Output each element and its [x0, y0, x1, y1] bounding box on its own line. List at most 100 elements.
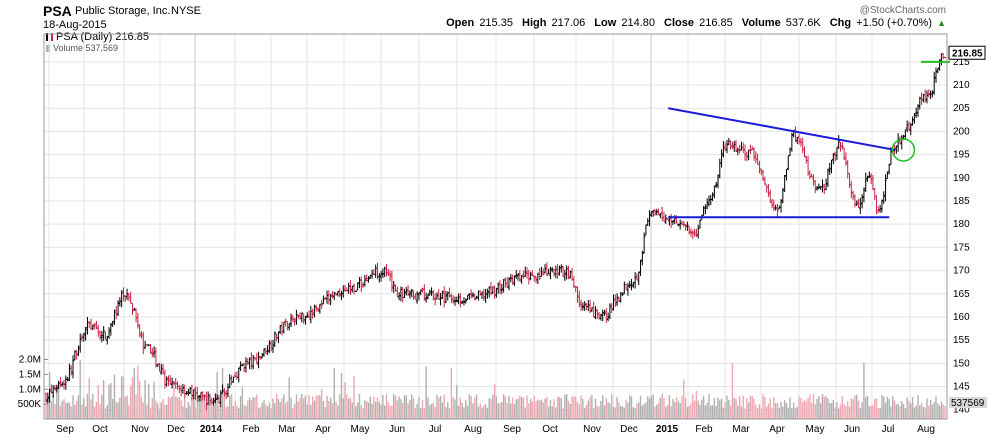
ohlc-bar [614, 294, 617, 307]
volume-bar [874, 398, 876, 419]
volume-bar [629, 395, 631, 419]
ohlc-bar [468, 293, 471, 300]
volume-bar [497, 403, 499, 419]
ohlc-bar [637, 271, 640, 285]
ohlc-bar [224, 390, 228, 399]
volume-bar [702, 395, 705, 419]
volume-bar [387, 402, 390, 419]
volume-bar [819, 403, 822, 419]
ohlc-bar [655, 208, 658, 216]
ohlc-bar [102, 326, 105, 341]
volume-bar [122, 376, 125, 419]
volume-bar [306, 404, 308, 419]
volume-bar [794, 407, 797, 419]
volume-bar [423, 408, 426, 419]
volume-bar [612, 407, 615, 419]
last-price-label: 216.85 [952, 48, 983, 59]
ohlc-bar [304, 315, 307, 325]
volume-bar [326, 395, 328, 419]
volume-bar [441, 402, 444, 419]
ohlc-bar [498, 280, 502, 295]
ohlc-bar [608, 303, 612, 320]
volume-bar [119, 397, 121, 419]
ohlc-bar [785, 168, 788, 181]
volume-bar [466, 405, 469, 419]
volume-bar [243, 404, 245, 419]
volume-bar [65, 402, 67, 419]
ohlc-bar [215, 394, 219, 400]
x-tick-label: Mar [732, 424, 750, 435]
chart-header: PSA Public Storage, Inc. NYSE 18-Aug-201… [0, 0, 990, 40]
volume-bar [883, 396, 885, 419]
ohlc-bar [197, 394, 201, 402]
volume-bar [275, 394, 278, 419]
ohlc-bar [628, 280, 631, 289]
x-tick-label: May [806, 424, 825, 435]
volume-bar [468, 394, 471, 419]
volume-bar [412, 398, 415, 419]
ohlc-bar [403, 288, 406, 298]
volume-bar [684, 397, 687, 419]
volume-bar [592, 408, 595, 419]
ohlc-bar [659, 213, 662, 219]
volume-bar [508, 396, 510, 419]
y-tick-label: 195 [953, 150, 970, 161]
ohlc-bar [343, 284, 347, 292]
ohlc-bar [869, 173, 873, 185]
ohlc-bar [428, 289, 431, 296]
ohlc-bar [516, 273, 520, 281]
volume-bar [382, 394, 384, 419]
ohlc-bar [453, 296, 457, 306]
y-tick-label: 150 [953, 358, 970, 369]
volume-bar [189, 405, 191, 419]
volume-bar [893, 400, 896, 419]
ohlc-bar [693, 228, 696, 237]
ohlc-bar [356, 282, 359, 291]
ohlc-bar [405, 286, 408, 296]
volume-bar [787, 407, 789, 419]
ohlc-bar [716, 174, 720, 189]
volume-bar [185, 407, 188, 419]
x-tick-label: Apr [315, 424, 331, 435]
ohlc-bar [486, 288, 489, 299]
volume-bar [140, 396, 143, 419]
ohlc-bar [228, 374, 231, 389]
volume-bar [475, 394, 478, 419]
y-tick-label: 210 [953, 80, 970, 91]
volume-bar [124, 396, 126, 419]
ohlc-bar [734, 139, 738, 153]
volume-bar [212, 400, 215, 419]
volume-bar [252, 397, 254, 419]
volume-bar [120, 376, 123, 419]
volume-bar [56, 384, 58, 419]
volume-bar [699, 404, 701, 419]
ohlc-bar-icon [46, 33, 53, 41]
ohlc-bar [122, 287, 125, 302]
ohlc-bar [857, 199, 860, 208]
ohlc-bar [329, 293, 332, 306]
ohlc-bar [770, 199, 774, 209]
ohlc-bar [437, 289, 440, 300]
ohlc-bar [689, 228, 693, 238]
volume-bar [465, 399, 467, 419]
ohlc-bar [642, 232, 646, 254]
volume-bar [448, 408, 451, 419]
volume-bar [879, 408, 881, 419]
ohlc-bar [794, 126, 797, 142]
volume-bar [149, 407, 152, 419]
y-tick-label: 215 [953, 57, 970, 68]
volume-bar [690, 403, 692, 419]
volume-bar [603, 405, 606, 419]
volume-bar [573, 396, 575, 419]
volume-bar [627, 402, 629, 419]
ohlc-bar [545, 262, 549, 277]
volume-bar [852, 399, 854, 419]
ohlc-bar [116, 300, 120, 317]
volume-legend: Volume 537,569 [46, 43, 118, 53]
volume-bar [131, 377, 134, 419]
volume-bar [904, 408, 907, 419]
volume-bar [814, 404, 816, 419]
volume-bar [239, 396, 242, 419]
volume-bar [182, 406, 184, 419]
